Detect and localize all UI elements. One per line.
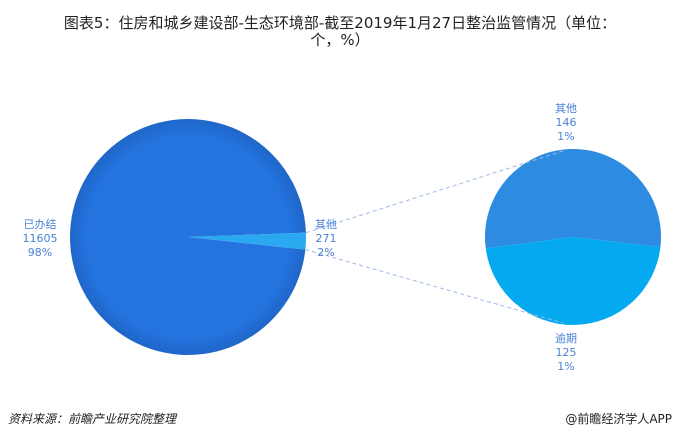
label-main-0-name: 已办结 [24, 218, 57, 231]
chart-title-line1: 图表5：住房和城乡建设部-生态环境部-截至2019年1月27日整治监管情况（单位… [63, 14, 617, 32]
label-sub-1-value: 125 [556, 346, 577, 359]
source-note: 资料来源：前瞻产业研究院整理 [8, 412, 177, 426]
main-slice-已办结 [69, 118, 306, 355]
main-slice-其他 [188, 232, 306, 250]
label-sub-1-name: 逾期 [555, 331, 577, 345]
label-sub-0-percent: 1% [557, 130, 574, 143]
label-sub-0-name: 其他 [555, 102, 577, 115]
label-main-1-percent: 2% [317, 246, 334, 259]
chart-title-line2: 个，%） [310, 31, 370, 49]
connector-line-top [305, 150, 564, 234]
label-sub-1-percent: 1% [557, 360, 574, 373]
connector-line-bottom [305, 249, 564, 324]
sub-slice-其他 [485, 148, 662, 249]
label-main-1-name: 其他 [315, 218, 337, 231]
sub-slice-逾期 [485, 237, 661, 325]
label-main-0-value: 11605 [23, 232, 58, 245]
label-main-1-value: 271 [316, 232, 337, 245]
label-main-0-percent: 98% [28, 246, 52, 259]
watermark: @前瞻经济学人APP [565, 412, 672, 426]
label-sub-0-value: 146 [556, 116, 577, 129]
